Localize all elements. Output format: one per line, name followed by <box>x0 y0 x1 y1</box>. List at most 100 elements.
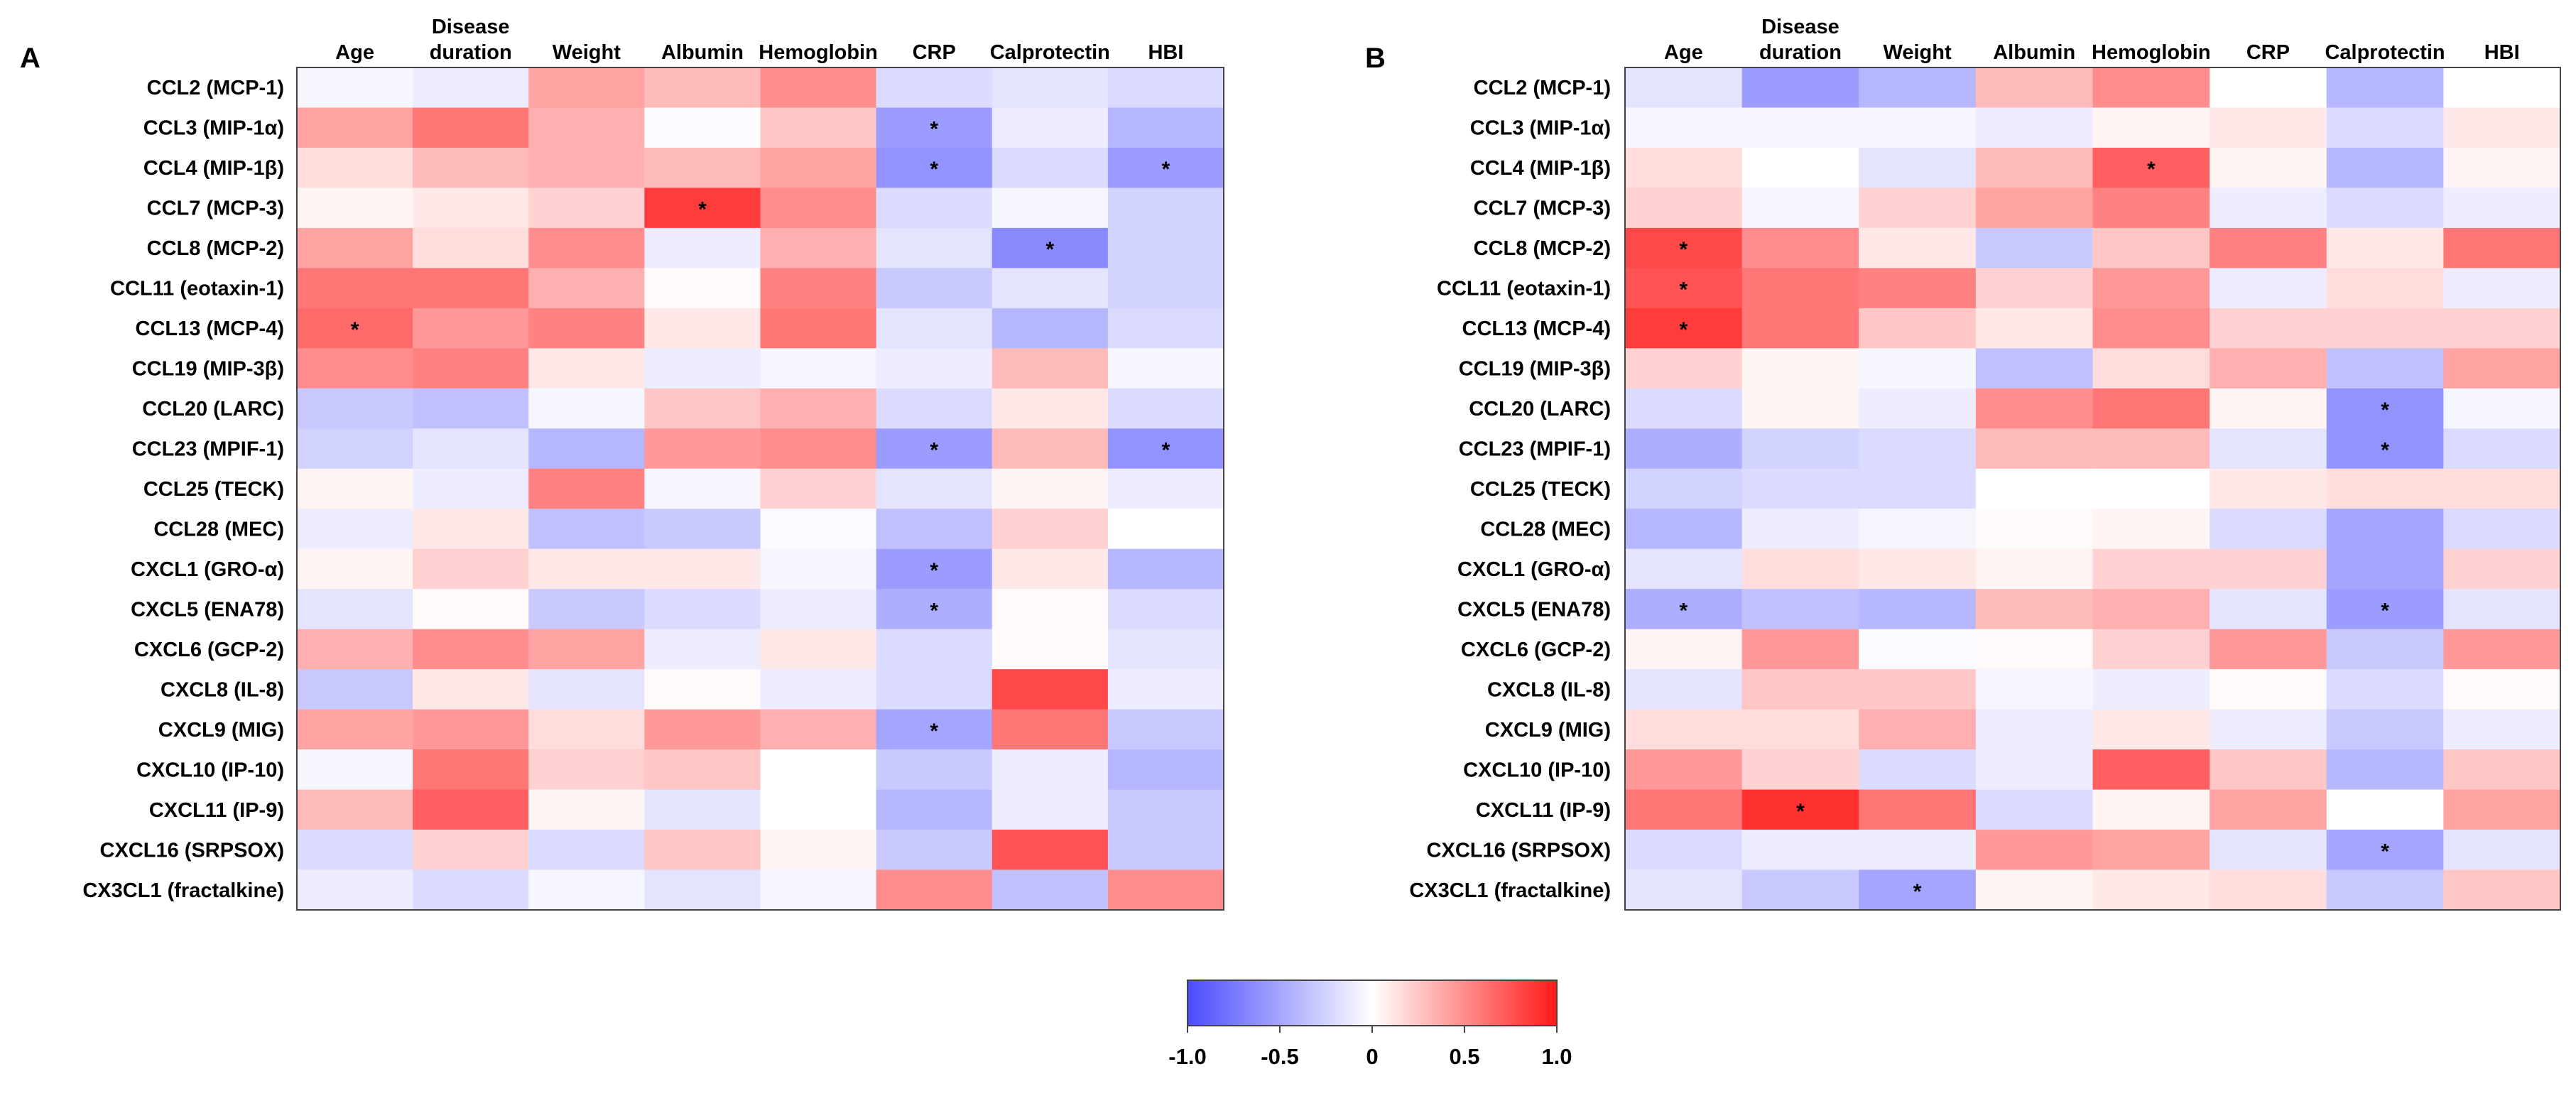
heatmap-cell <box>2326 428 2444 470</box>
heatmap-cell <box>413 869 529 911</box>
heatmap-cell <box>876 308 993 349</box>
heatmap-cell <box>1741 227 1859 268</box>
significance-star: * <box>930 559 938 582</box>
heatmap-cell <box>413 830 529 871</box>
significance-star: * <box>698 198 707 222</box>
heatmap-cell <box>1741 67 1859 109</box>
heatmap-cell <box>528 308 645 349</box>
heatmap-cell <box>1859 468 1977 509</box>
row-label: CCL4 (MIP-1β) <box>143 157 284 180</box>
heatmap-cell <box>2443 388 2561 429</box>
heatmap-cell <box>2443 268 2561 309</box>
heatmap-cell <box>760 749 877 791</box>
heatmap-cell <box>1859 268 1977 309</box>
heatmap-cell <box>1859 428 1977 470</box>
heatmap-cell <box>1625 468 1743 509</box>
column-label: CRP <box>913 41 956 64</box>
heatmap-cell <box>876 709 993 750</box>
heatmap-frame <box>1624 67 2561 911</box>
heatmap-cell <box>760 709 877 750</box>
heatmap-cell <box>644 509 761 550</box>
heatmap-cell <box>760 468 877 509</box>
heatmap-cell <box>2092 147 2210 189</box>
heatmap-cell <box>876 147 993 189</box>
heatmap-cell <box>760 308 877 349</box>
heatmap-cell <box>991 227 1109 268</box>
significance-star: * <box>2381 599 2389 622</box>
heatmap-cell <box>297 548 413 590</box>
heatmap-cell <box>1741 468 1859 509</box>
heatmap-cell <box>2326 749 2444 791</box>
significance-star: * <box>351 318 359 342</box>
heatmap-cell <box>413 468 529 509</box>
significance-star: * <box>1679 599 1688 622</box>
heatmap-cell <box>1625 388 1743 429</box>
heatmap-cell <box>413 589 529 630</box>
heatmap-cell <box>1741 348 1859 389</box>
heatmap-cell <box>1975 629 2094 670</box>
heatmap-cell <box>1741 509 1859 550</box>
heatmap-cell <box>2326 188 2444 229</box>
heatmap-cell <box>1975 188 2094 229</box>
row-label: CXCL1 (GRO-α) <box>131 558 284 581</box>
heatmap-cell <box>876 107 993 148</box>
heatmap-cell <box>1975 428 2094 470</box>
heatmap-cell <box>528 188 645 229</box>
heatmap-cell <box>2092 789 2210 830</box>
heatmap-cell <box>1107 107 1224 148</box>
heatmap-cell <box>991 669 1109 710</box>
heatmap-cell <box>1741 147 1859 189</box>
heatmap-cell <box>1625 749 1743 791</box>
heatmap-cell <box>1975 388 2094 429</box>
heatmap-cell <box>1741 629 1859 670</box>
heatmap-cell <box>2443 147 2561 189</box>
heatmap-cell <box>2210 669 2327 710</box>
heatmap-cell <box>413 308 529 349</box>
heatmap-cell <box>413 669 529 710</box>
heatmap-cell <box>1625 268 1743 309</box>
heatmap-cell <box>528 749 645 791</box>
heatmap-cell <box>1107 589 1224 630</box>
heatmap-cell <box>2326 308 2444 349</box>
heatmap-cell <box>2326 629 2444 670</box>
heatmap-cell <box>528 709 645 750</box>
heatmap-cell <box>1741 388 1859 429</box>
heatmap-cell <box>1859 107 1977 148</box>
heatmap-cell <box>1625 589 1743 630</box>
heatmap-cell <box>297 67 413 109</box>
heatmap-cell <box>2210 268 2327 309</box>
row-label: CXCL16 (SRPSOX) <box>100 839 284 862</box>
heatmap-cell <box>2326 227 2444 268</box>
row-label: CCL7 (MCP-3) <box>1474 197 1611 220</box>
heatmap-cell <box>2092 830 2210 871</box>
heatmap-cell <box>1859 548 1977 590</box>
row-label: CXCL10 (IP-10) <box>1463 759 1611 781</box>
heatmap-cell <box>644 589 761 630</box>
heatmap-cell <box>876 268 993 309</box>
row-label: CCL28 (MEC) <box>1480 518 1611 541</box>
heatmap-cell <box>644 227 761 268</box>
heatmap-cell <box>876 869 993 911</box>
heatmap-cell <box>297 188 413 229</box>
significance-star: * <box>930 439 938 462</box>
heatmap-cell <box>413 188 529 229</box>
significance-star: * <box>2381 840 2389 863</box>
heatmap-cell <box>1975 548 2094 590</box>
heatmap-cell <box>991 709 1109 750</box>
heatmap-cell <box>644 548 761 590</box>
heatmap-cell <box>1625 869 1743 911</box>
row-label: CXCL9 (MIG) <box>1485 719 1611 742</box>
heatmap-cell <box>991 589 1109 630</box>
heatmap-cell <box>644 67 761 109</box>
heatmap-cell <box>2210 348 2327 389</box>
row-label: CCL25 (TECK) <box>1470 478 1611 501</box>
heatmap-cell <box>1625 548 1743 590</box>
heatmap-cell <box>2443 468 2561 509</box>
heatmap-cell <box>297 830 413 871</box>
row-label: CXCL8 (IL-8) <box>161 678 284 701</box>
heatmap-cell <box>2326 388 2444 429</box>
heatmap-cell <box>644 428 761 470</box>
column-label: HBI <box>1148 41 1183 64</box>
heatmap-cell <box>876 548 993 590</box>
